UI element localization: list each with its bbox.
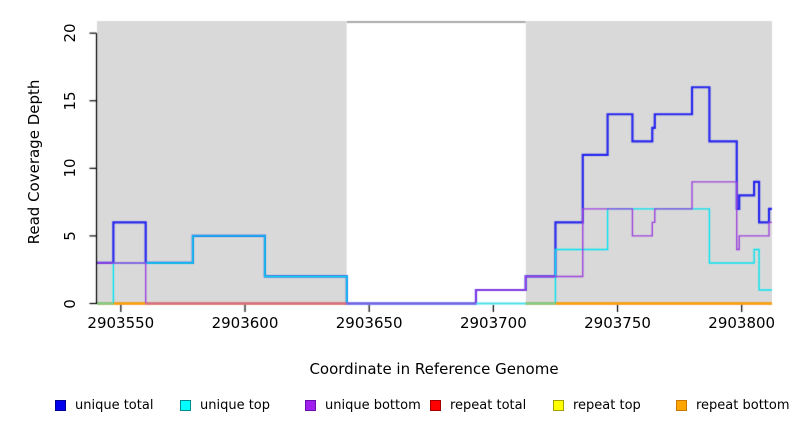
x-tick-label: 2903550 (87, 314, 155, 332)
legend-label: unique top (200, 398, 271, 413)
legend-swatch-icon (305, 400, 316, 411)
legend-swatch-icon (55, 400, 66, 411)
legend-label: unique total (75, 398, 154, 413)
y-tick-label: 5 (61, 231, 79, 241)
x-tick-label: 2903650 (335, 314, 403, 332)
y-axis-label: Read Coverage Depth (25, 79, 43, 245)
legend-swatch-icon (553, 400, 564, 411)
legend-swatch-icon (430, 400, 441, 411)
y-tick-label: 0 (61, 298, 79, 309)
y-tick-label: 10 (61, 158, 79, 178)
x-axis-label: Coordinate in Reference Genome (309, 360, 559, 378)
x-tick-label: 2903700 (459, 314, 527, 332)
legend-label: unique bottom (325, 398, 421, 413)
y-tick-label: 20 (61, 23, 79, 43)
y-tick-label: 15 (61, 91, 79, 111)
legend-label: repeat bottom (696, 398, 790, 413)
legend-label: repeat top (573, 398, 641, 413)
x-tick-label: 2903600 (211, 314, 279, 332)
legend-swatch-icon (180, 400, 191, 411)
x-tick-label: 2903800 (708, 314, 776, 332)
legend-swatch-icon (676, 400, 687, 411)
x-tick-label: 2903750 (584, 314, 651, 332)
legend-label: repeat total (450, 398, 527, 413)
